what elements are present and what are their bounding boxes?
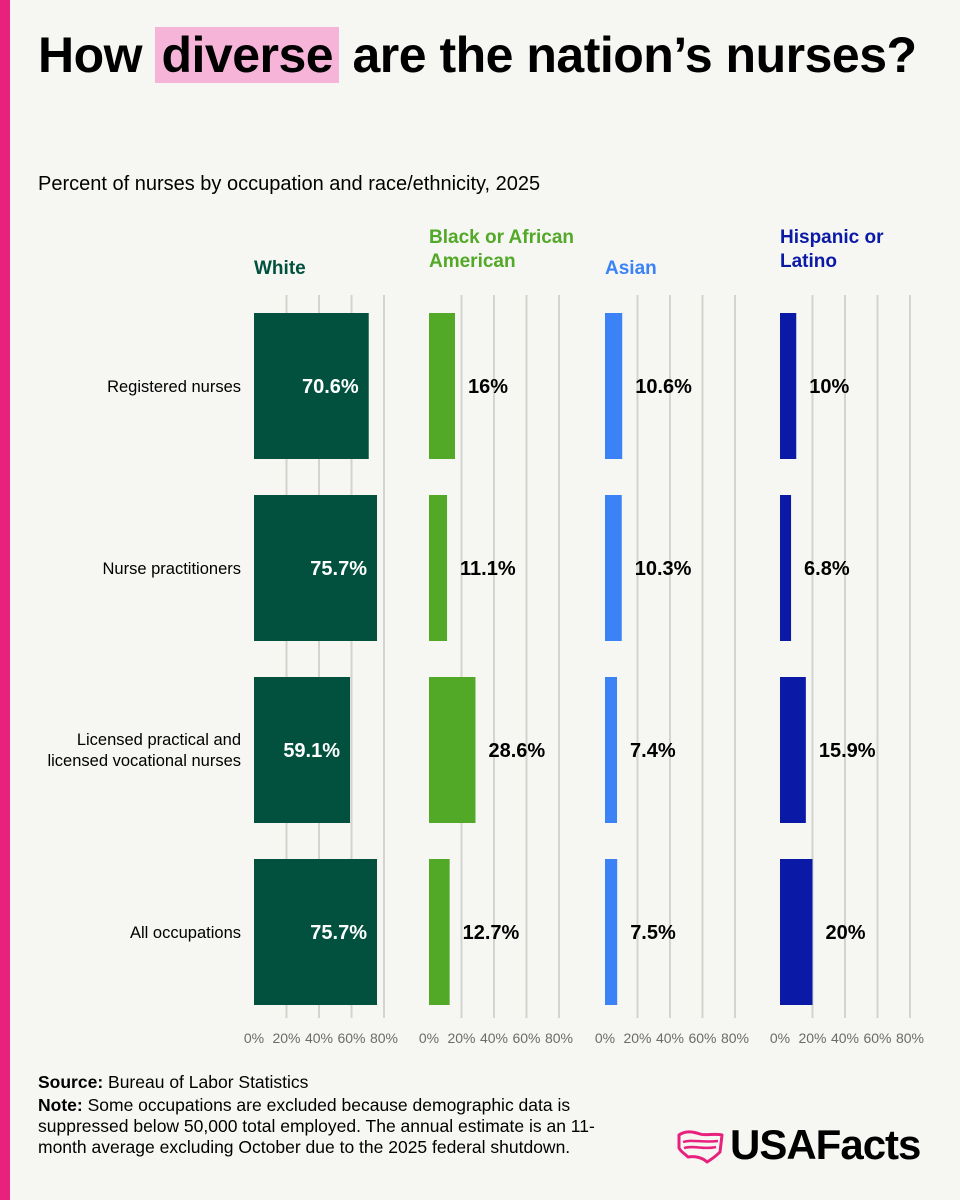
data-label-black-or-african-american-registered-nurses: 16%	[468, 376, 508, 398]
category-label-registered-nurses: Registered nurses	[107, 378, 241, 396]
data-label-white-registered-nurses: 70.6%	[302, 376, 359, 398]
title-highlight: diverse	[155, 27, 340, 83]
bar-asian-nurse-practitioners	[605, 495, 622, 641]
data-label-white-all-occupations: 75.7%	[310, 922, 367, 944]
source-label: Source:	[38, 1072, 104, 1092]
bar-white-licensed-practical-and-licensed-vocational-nurses	[254, 677, 351, 823]
tick-label-asian-40: 40%	[656, 1030, 684, 1046]
series-header-asian: Asian	[605, 258, 657, 279]
note-line: Note: Some occupations are excluded beca…	[38, 1095, 638, 1158]
footer: Source: Bureau of Labor Statistics Note:…	[38, 1072, 638, 1160]
tick-label-asian-20: 20%	[623, 1030, 651, 1046]
tick-label-white-0: 0%	[244, 1030, 264, 1046]
logo-text: USAFacts	[730, 1121, 921, 1168]
page-title: How diverse are the nation’s nurses?	[38, 26, 918, 84]
data-label-white-nurse-practitioners: 75.7%	[310, 558, 367, 580]
tick-label-hispanic-or-latino-60: 60%	[863, 1030, 891, 1046]
bar-hispanic-or-latino-registered-nurses	[780, 313, 797, 459]
tick-label-white-80: 80%	[370, 1030, 398, 1046]
data-label-black-or-african-american-licensed-practical-and-licensed-vocational-nurses: 28.6%	[488, 740, 545, 762]
note-text: Some occupations are excluded because de…	[38, 1095, 595, 1157]
bar-black-or-african-american-registered-nurses	[429, 313, 455, 459]
title-before: How	[38, 27, 143, 83]
category-label-licensed-practical-and-licensed-vocational-nurses: Licensed practical and licensed vocationa…	[47, 731, 241, 770]
data-label-hispanic-or-latino-all-occupations: 20%	[826, 922, 866, 944]
bar-hispanic-or-latino-licensed-practical-and-licensed-vocational-nurses	[780, 677, 806, 823]
usa-flag-map-icon	[677, 1130, 724, 1164]
data-label-white-licensed-practical-and-licensed-vocational-nurses: 59.1%	[283, 740, 340, 762]
source-text: Bureau of Labor Statistics	[108, 1072, 309, 1092]
data-label-asian-all-occupations: 7.5%	[630, 922, 676, 944]
tick-label-asian-60: 60%	[688, 1030, 716, 1046]
tick-label-asian-80: 80%	[721, 1030, 749, 1046]
bar-black-or-african-american-nurse-practitioners	[429, 495, 448, 641]
tick-label-hispanic-or-latino-20: 20%	[798, 1030, 826, 1046]
bar-white-nurse-practitioners	[254, 495, 378, 641]
tick-label-asian-0: 0%	[595, 1030, 615, 1046]
bar-white-all-occupations	[254, 859, 378, 1005]
tick-label-white-20: 20%	[272, 1030, 300, 1046]
tick-label-hispanic-or-latino-0: 0%	[770, 1030, 790, 1046]
tick-label-black-or-african-american-20: 20%	[447, 1030, 475, 1046]
tick-label-black-or-african-american-60: 60%	[512, 1030, 540, 1046]
category-label-all-occupations: All occupations	[130, 924, 241, 942]
tick-label-white-60: 60%	[337, 1030, 365, 1046]
bar-asian-all-occupations	[605, 859, 618, 1005]
accent-stripe	[0, 0, 10, 1200]
tick-label-hispanic-or-latino-80: 80%	[896, 1030, 924, 1046]
category-label-nurse-practitioners: Nurse practitioners	[103, 560, 241, 578]
bar-black-or-african-american-all-occupations	[429, 859, 450, 1005]
title-after: are the nation’s nurses?	[352, 27, 917, 83]
data-label-black-or-african-american-all-occupations: 12.7%	[463, 922, 520, 944]
data-label-asian-registered-nurses: 10.6%	[635, 376, 692, 398]
tick-label-black-or-african-american-0: 0%	[419, 1030, 439, 1046]
data-label-asian-nurse-practitioners: 10.3%	[635, 558, 692, 580]
usafacts-logo: USAFacts	[676, 1120, 936, 1170]
series-header-hispanic-or-latino: Hispanic or Latino	[780, 227, 884, 272]
bar-hispanic-or-latino-all-occupations	[780, 859, 813, 1005]
tick-label-white-40: 40%	[305, 1030, 333, 1046]
series-header-black-or-african-american: Black or African American	[429, 227, 574, 272]
source-line: Source: Bureau of Labor Statistics	[38, 1072, 638, 1093]
series-header-white: White	[254, 258, 306, 279]
note-label: Note:	[38, 1095, 83, 1115]
bar-black-or-african-american-licensed-practical-and-licensed-vocational-nurses	[429, 677, 476, 823]
data-label-hispanic-or-latino-nurse-practitioners: 6.8%	[804, 558, 850, 580]
data-label-asian-licensed-practical-and-licensed-vocational-nurses: 7.4%	[630, 740, 676, 762]
tick-label-hispanic-or-latino-40: 40%	[831, 1030, 859, 1046]
tick-label-black-or-african-american-80: 80%	[545, 1030, 573, 1046]
data-label-hispanic-or-latino-licensed-practical-and-licensed-vocational-nurses: 15.9%	[819, 740, 876, 762]
chart-subtitle: Percent of nurses by occupation and race…	[38, 173, 541, 195]
bar-white-registered-nurses	[254, 313, 369, 459]
bar-asian-licensed-practical-and-licensed-vocational-nurses	[605, 677, 618, 823]
data-label-hispanic-or-latino-registered-nurses: 10%	[809, 376, 849, 398]
bar-asian-registered-nurses	[605, 313, 623, 459]
bar-hispanic-or-latino-nurse-practitioners	[780, 495, 792, 641]
data-label-black-or-african-american-nurse-practitioners: 11.1%	[460, 558, 516, 580]
tick-label-black-or-african-american-40: 40%	[480, 1030, 508, 1046]
